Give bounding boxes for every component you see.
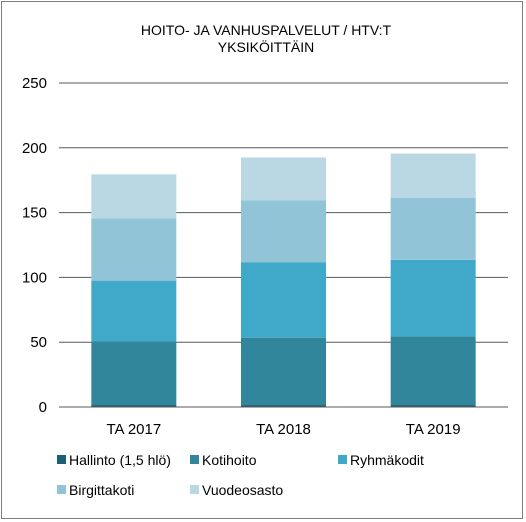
legend-label-0: Hallinto (1,5 hlö) <box>69 452 171 468</box>
legend-label-1: Kotihoito <box>202 452 257 468</box>
legend-item-0: Hallinto (1,5 hlö) <box>57 452 171 468</box>
bar-stack-0 <box>91 174 177 407</box>
bar-segment-2-4 <box>390 153 476 198</box>
bar-stack-1 <box>241 157 326 407</box>
legend-label-2: Ryhmäkodit <box>350 452 424 468</box>
y-tick-label-250: 250 <box>22 75 47 92</box>
bar-segment-1-0 <box>241 405 326 407</box>
y-tick-label-200: 200 <box>22 140 47 157</box>
x-tick-label-2: TA 2019 <box>406 421 461 438</box>
legend-swatch-1 <box>190 455 199 464</box>
bar-segment-1-3 <box>241 200 326 263</box>
chart-title-line-2: YKSIKÖITTÄIN <box>218 38 314 55</box>
legend-swatch-4 <box>190 485 199 494</box>
stacked-bar-chart: HOITO- JA VANHUSPALVELUT / HTV:T YKSIKÖI… <box>22 22 508 498</box>
legend: Hallinto (1,5 hlö) Kotihoito Ryhmäkodit Bir… <box>57 452 424 498</box>
bar-segment-1-1 <box>241 337 326 406</box>
bar-segment-2-0 <box>390 405 476 407</box>
x-axis: TA 2017 TA 2018 TA 2019 <box>59 406 508 438</box>
chart-title: HOITO- JA VANHUSPALVELUT / HTV:T YKSIKÖI… <box>141 22 392 55</box>
bar-segment-0-1 <box>91 341 177 406</box>
bar-segment-0-4 <box>91 174 177 219</box>
legend-item-3: Birgittakoti <box>57 482 134 498</box>
bar-segment-0-0 <box>91 405 177 407</box>
y-tick-label-50: 50 <box>30 334 47 351</box>
chart-title-line-1: HOITO- JA VANHUSPALVELUT / HTV:T <box>141 22 392 38</box>
y-tick-label-100: 100 <box>22 269 47 286</box>
legend-item-4: Vuodeosasto <box>190 482 283 498</box>
y-tick-label-0: 0 <box>39 399 47 416</box>
legend-item-1: Kotihoito <box>190 452 257 468</box>
legend-swatch-2 <box>338 455 347 464</box>
legend-item-2: Ryhmäkodit <box>338 452 424 468</box>
legend-swatch-0 <box>57 455 66 464</box>
bar-segment-2-3 <box>390 197 476 260</box>
x-tick-label-1: TA 2018 <box>256 421 311 438</box>
bar-segment-0-3 <box>91 218 177 281</box>
legend-label-4: Vuodeosasto <box>202 482 283 498</box>
bar-segment-0-2 <box>91 280 177 342</box>
bar-segment-1-4 <box>241 157 326 201</box>
bar-segment-2-2 <box>390 259 476 337</box>
bar-segment-2-1 <box>390 336 476 406</box>
bars <box>91 153 476 407</box>
bar-segment-1-2 <box>241 262 326 338</box>
y-axis-tick-labels: 0 50 100 150 200 250 <box>22 75 47 416</box>
bar-stack-2 <box>390 153 476 407</box>
legend-label-3: Birgittakoti <box>69 482 134 498</box>
y-tick-label-150: 150 <box>22 205 47 222</box>
legend-swatch-3 <box>57 485 66 494</box>
x-tick-label-0: TA 2017 <box>106 421 161 438</box>
